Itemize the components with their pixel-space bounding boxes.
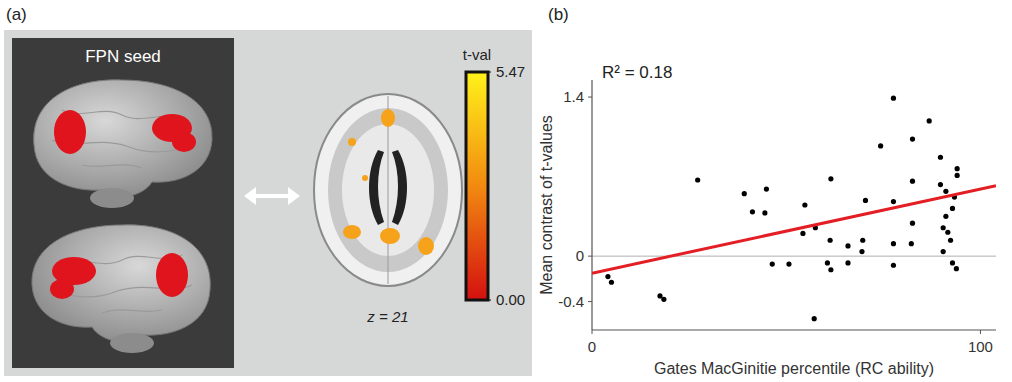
data-point xyxy=(695,177,700,182)
data-point xyxy=(750,209,755,214)
data-point xyxy=(948,238,953,243)
x-tick-label: 100 xyxy=(968,338,993,355)
y-tick xyxy=(588,256,592,257)
cerebellum xyxy=(110,333,154,353)
y-tick xyxy=(588,97,592,98)
data-point xyxy=(950,206,955,211)
data-point xyxy=(891,241,896,246)
y-axis xyxy=(591,80,592,330)
data-point xyxy=(955,166,960,171)
plot-area xyxy=(592,96,996,322)
seed-region xyxy=(50,279,74,299)
y-tick-label: 1.4 xyxy=(563,88,584,105)
x-tick xyxy=(980,330,981,334)
colorbar-tick xyxy=(488,72,491,73)
data-point xyxy=(828,176,833,181)
data-point xyxy=(927,118,932,123)
data-point xyxy=(802,202,807,207)
panel-background xyxy=(4,30,532,376)
data-point xyxy=(762,210,767,215)
seed-region xyxy=(172,132,196,152)
data-point xyxy=(938,155,943,160)
data-point xyxy=(954,266,959,271)
seed-label: FPN seed xyxy=(85,47,161,66)
data-point xyxy=(825,260,830,265)
data-point xyxy=(891,96,896,101)
colorbar-tick-label: 5.47 xyxy=(496,63,525,80)
data-point xyxy=(909,241,914,246)
data-point xyxy=(910,136,915,141)
activation-cluster xyxy=(380,228,400,244)
activation-cluster xyxy=(343,225,361,239)
data-point xyxy=(657,293,662,298)
zero-line xyxy=(592,256,996,257)
colorbar-title: t-val xyxy=(463,46,491,63)
colorbar xyxy=(466,72,488,300)
data-point xyxy=(945,230,950,235)
activation-cluster xyxy=(348,138,356,146)
x-axis xyxy=(592,329,996,330)
brain-surface xyxy=(32,225,210,342)
arrow-heads xyxy=(244,187,300,205)
double-arrow xyxy=(252,194,292,198)
panel-label: (a) xyxy=(6,5,27,24)
slice-label: z = 21 xyxy=(366,308,408,325)
slice-outline xyxy=(314,94,462,286)
data-point xyxy=(941,249,946,254)
data-point xyxy=(800,231,805,236)
data-point xyxy=(910,179,915,184)
x-tick-label: 0 xyxy=(588,338,596,355)
y-tick-label: -0.4 xyxy=(558,293,584,310)
data-point xyxy=(845,243,850,248)
data-point xyxy=(863,198,868,203)
brain-view xyxy=(34,80,212,208)
annotation: R² = 0.18 xyxy=(602,63,672,82)
data-point xyxy=(661,297,666,302)
seed-box xyxy=(12,38,234,368)
colorbar-tick xyxy=(488,300,491,301)
data-point xyxy=(770,261,775,266)
panel-label: (b) xyxy=(548,5,569,24)
data-point xyxy=(859,249,864,254)
data-point xyxy=(943,214,948,219)
data-point xyxy=(878,143,883,148)
data-point xyxy=(941,225,946,230)
data-point xyxy=(950,260,955,265)
data-point xyxy=(891,263,896,268)
brain-surface xyxy=(34,80,212,197)
data-point xyxy=(609,280,614,285)
data-point xyxy=(605,274,610,279)
data-point xyxy=(860,238,865,243)
activation-cluster xyxy=(418,237,434,255)
data-point xyxy=(764,186,769,191)
data-point xyxy=(955,173,960,178)
y-tick xyxy=(588,301,592,302)
sulci xyxy=(52,110,202,168)
seed-region xyxy=(54,110,86,154)
x-tick xyxy=(592,330,593,334)
data-point xyxy=(828,267,833,272)
data-point xyxy=(742,191,747,196)
brain-view xyxy=(32,225,210,353)
data-point xyxy=(938,182,943,187)
data-point xyxy=(891,199,896,204)
y-tick-label: 0 xyxy=(576,247,584,264)
activation-cluster xyxy=(381,109,395,127)
axial-slice xyxy=(314,94,462,286)
data-point xyxy=(812,316,817,321)
cerebellum xyxy=(90,188,134,208)
data-point xyxy=(845,260,850,265)
data-point xyxy=(910,221,915,226)
fit-line xyxy=(592,186,996,274)
y-axis-title: Mean contrast of t-values xyxy=(538,115,555,295)
data-point xyxy=(786,261,791,266)
x-axis-title: Gates MacGinitie percentile (RC ability) xyxy=(654,360,934,377)
data-point xyxy=(943,189,948,194)
data-point xyxy=(828,238,833,243)
activation-cluster xyxy=(362,175,368,181)
colorbar-tick-label: 0.00 xyxy=(496,291,525,308)
seed-region xyxy=(156,253,188,297)
